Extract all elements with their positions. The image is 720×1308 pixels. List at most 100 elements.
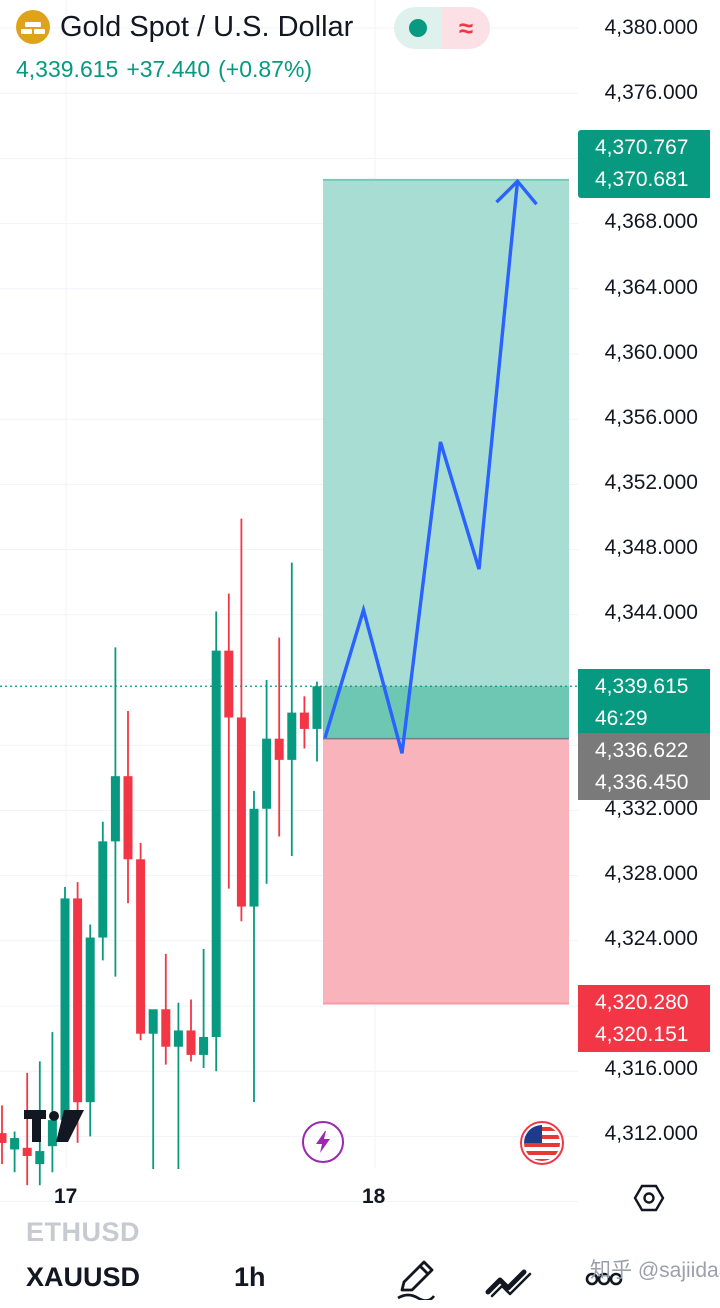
- y-tick-label: 4,324.000: [604, 927, 698, 950]
- candle: [47, 1032, 57, 1173]
- open-pnl-zone: [323, 686, 569, 738]
- symbol-legend[interactable]: Gold Spot / U.S. Dollar ≈ 4,339.615 +37.4…: [0, 0, 580, 95]
- candle: [186, 999, 196, 1062]
- more-icon[interactable]: [584, 1266, 624, 1292]
- symbol-title: Gold Spot / U.S. Dollar: [60, 10, 354, 43]
- bar-countdown: 46:29: [595, 707, 648, 730]
- x-tick-label: 17: [54, 1185, 78, 1208]
- candle: [136, 843, 146, 1041]
- candle: [211, 611, 221, 1072]
- candle-body: [186, 1030, 196, 1055]
- us-flag-icon[interactable]: [520, 1121, 564, 1165]
- price-change-row: 4,339.615 +37.440 (+0.87%): [16, 56, 320, 83]
- candle-body: [73, 898, 83, 1103]
- candle: [123, 710, 133, 904]
- interval-button[interactable]: 1h: [234, 1262, 266, 1292]
- y-tick-label: 4,360.000: [604, 341, 698, 364]
- previous-symbol[interactable]: ETHUSD: [26, 1217, 141, 1247]
- candle-body: [85, 937, 95, 1103]
- stop-high-price: 4,320.280: [595, 991, 689, 1014]
- candle: [98, 821, 108, 961]
- tradingview-logo-icon: [22, 1108, 86, 1144]
- candle: [148, 1009, 158, 1169]
- market-open-dot-icon[interactable]: [394, 7, 442, 49]
- candle-body: [123, 776, 133, 860]
- projection-arrow-path: [323, 181, 520, 754]
- candle-body: [224, 650, 234, 718]
- candles: [0, 518, 322, 1186]
- current-price-label: 4,339.615: [595, 675, 689, 698]
- current-price-tag: 4,339.615 46:29: [578, 669, 710, 736]
- y-tick-label: 4,368.000: [604, 210, 698, 233]
- candle-body: [35, 1151, 45, 1165]
- candle-body: [10, 1138, 20, 1150]
- pencil-icon[interactable]: [394, 1256, 438, 1302]
- candle-body: [22, 1147, 32, 1156]
- candle-body: [60, 898, 70, 1121]
- y-tick-label: 4,344.000: [604, 601, 698, 624]
- long-position-tool: [323, 178, 569, 1005]
- candle-body: [173, 1030, 183, 1047]
- target-high-price: 4,370.767: [595, 136, 689, 159]
- candle-body: [161, 1009, 171, 1047]
- candle: [236, 518, 246, 922]
- candle-body: [0, 1133, 7, 1143]
- candle: [299, 696, 309, 749]
- candle: [73, 882, 83, 1143]
- y-tick-label: 4,356.000: [604, 406, 698, 429]
- candle-body: [98, 841, 108, 938]
- target-price-tag: 4,370.767 4,370.681: [578, 130, 710, 198]
- candle-body: [287, 712, 297, 760]
- stop-price: 4,320.151: [595, 1023, 689, 1046]
- candle: [22, 1072, 32, 1186]
- candle: [262, 680, 272, 884]
- entry-price: 4,336.450: [595, 771, 689, 794]
- y-tick-label: 4,364.000: [604, 276, 698, 299]
- y-tick-label: 4,328.000: [604, 862, 698, 885]
- indicators-icon[interactable]: [484, 1262, 536, 1298]
- y-tick-label: 4,348.000: [604, 536, 698, 559]
- candle: [0, 1105, 7, 1165]
- candle-body: [236, 717, 246, 907]
- candle: [110, 647, 120, 977]
- candle: [173, 1002, 183, 1169]
- candle-body: [274, 738, 284, 760]
- candle: [199, 948, 209, 1068]
- candle-body: [312, 686, 322, 729]
- entry-high-price: 4,336.622: [595, 739, 689, 762]
- candle-body: [199, 1036, 209, 1055]
- y-tick-label: 4,316.000: [604, 1057, 698, 1080]
- candle: [274, 637, 284, 837]
- candle: [10, 1131, 20, 1173]
- candle: [85, 924, 95, 1137]
- candle: [224, 593, 234, 889]
- y-tick-label: 4,312.000: [604, 1122, 698, 1145]
- candle: [287, 562, 297, 857]
- candle: [312, 681, 322, 762]
- candle-body: [136, 859, 146, 1034]
- watermark: 知乎 @sajiida3: [590, 1259, 720, 1282]
- candle: [161, 953, 171, 1065]
- last-price: 4,339.615: [16, 56, 119, 82]
- target-price: 4,370.681: [595, 168, 689, 191]
- candle: [249, 790, 259, 1103]
- candle-body: [249, 808, 259, 907]
- candle-body: [211, 650, 221, 1037]
- projection-arrow-head: [495, 178, 538, 206]
- market-status-pills[interactable]: ≈: [394, 7, 490, 49]
- extended-hours-wave-icon[interactable]: ≈: [442, 7, 490, 49]
- lightning-icon[interactable]: [302, 1121, 344, 1163]
- candle-body: [262, 738, 272, 809]
- settings-hexagon-icon[interactable]: [633, 1182, 665, 1214]
- y-tick-label: 4,380.000: [604, 16, 698, 39]
- symbol-button[interactable]: XAUUSD: [26, 1262, 141, 1292]
- y-tick-label: 4,332.000: [604, 797, 698, 820]
- price-change-percent: (+0.87%): [218, 56, 313, 82]
- entry-price-tag: 4,336.622 4,336.450: [578, 733, 710, 800]
- candle-body: [299, 712, 309, 729]
- gold-logo-icon: [16, 10, 50, 44]
- candle: [60, 887, 70, 1134]
- x-tick-label: 18: [362, 1185, 386, 1208]
- candle-body: [47, 1120, 57, 1147]
